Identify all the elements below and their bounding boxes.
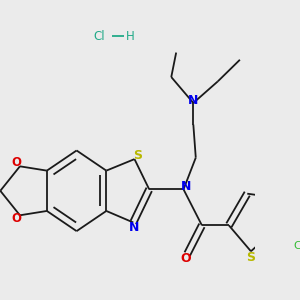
- Text: N: N: [129, 221, 140, 234]
- Text: N: N: [188, 94, 199, 107]
- Text: O: O: [181, 252, 191, 265]
- Text: N: N: [180, 180, 191, 193]
- Text: Cl: Cl: [293, 241, 300, 250]
- Text: O: O: [11, 212, 21, 225]
- Text: H: H: [126, 29, 135, 43]
- Text: O: O: [11, 156, 21, 169]
- Text: S: S: [134, 149, 142, 162]
- Text: Cl: Cl: [94, 29, 105, 43]
- Text: S: S: [246, 251, 255, 264]
